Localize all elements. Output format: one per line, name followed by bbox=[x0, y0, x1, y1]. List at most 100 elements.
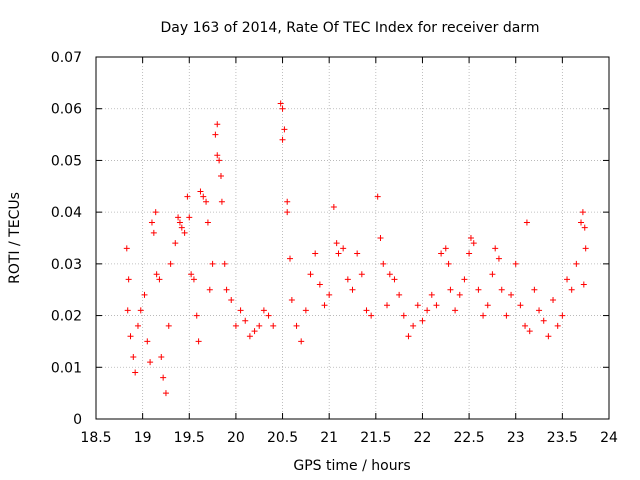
data-point bbox=[550, 297, 557, 304]
data-point bbox=[200, 193, 207, 200]
data-point bbox=[456, 291, 463, 298]
data-point bbox=[147, 359, 154, 366]
data-point bbox=[214, 121, 221, 128]
data-point bbox=[160, 374, 167, 381]
data-point bbox=[368, 312, 375, 319]
x-tick-label: 18.5 bbox=[80, 430, 111, 446]
data-point bbox=[419, 317, 426, 324]
x-tick-label: 24 bbox=[600, 430, 618, 446]
data-point bbox=[400, 312, 407, 319]
data-point bbox=[251, 328, 258, 335]
data-point bbox=[184, 193, 191, 200]
data-point bbox=[461, 276, 468, 283]
data-point bbox=[447, 286, 454, 293]
data-point bbox=[279, 136, 286, 143]
data-point bbox=[330, 203, 337, 210]
tick-layer bbox=[95, 56, 610, 420]
y-tick-label: 0.01 bbox=[51, 360, 82, 376]
data-point bbox=[512, 260, 519, 267]
data-point bbox=[144, 338, 151, 345]
data-point bbox=[190, 276, 197, 283]
data-point bbox=[284, 209, 291, 216]
data-point bbox=[265, 312, 272, 319]
data-point bbox=[424, 307, 431, 314]
data-point bbox=[498, 286, 505, 293]
data-point bbox=[573, 260, 580, 267]
data-point bbox=[333, 240, 340, 247]
data-point bbox=[150, 229, 157, 236]
y-tick-label: 0.03 bbox=[51, 257, 82, 273]
data-point bbox=[554, 322, 561, 329]
data-point bbox=[580, 281, 587, 288]
data-point bbox=[326, 291, 333, 298]
data-point bbox=[137, 307, 144, 314]
data-point bbox=[158, 353, 165, 360]
data-point bbox=[523, 219, 530, 226]
data-point bbox=[175, 214, 182, 221]
data-point bbox=[141, 291, 148, 298]
data-point bbox=[344, 276, 351, 283]
y-tick-label: 0.02 bbox=[51, 309, 82, 325]
data-point bbox=[188, 271, 195, 278]
data-point bbox=[564, 276, 571, 283]
data-point bbox=[279, 105, 286, 112]
data-point bbox=[218, 198, 225, 205]
data-point bbox=[293, 322, 300, 329]
data-point bbox=[124, 307, 131, 314]
data-point bbox=[363, 307, 370, 314]
data-point bbox=[125, 276, 132, 283]
data-point bbox=[354, 250, 361, 257]
data-point bbox=[232, 322, 239, 329]
x-axis-label: GPS time / hours bbox=[293, 458, 410, 474]
data-point bbox=[197, 188, 204, 195]
data-point bbox=[579, 209, 586, 216]
data-point bbox=[204, 219, 211, 226]
y-tick-label: 0.04 bbox=[51, 205, 82, 221]
data-point bbox=[467, 235, 474, 241]
data-point bbox=[193, 312, 200, 319]
chart-title: Day 163 of 2014, Rate Of TEC Index for r… bbox=[161, 20, 540, 36]
data-point bbox=[228, 297, 235, 304]
x-tick-label: 21.5 bbox=[360, 430, 391, 446]
data-point bbox=[178, 224, 185, 231]
data-points bbox=[123, 100, 589, 397]
data-point bbox=[374, 193, 381, 200]
y-tick-label: 0.07 bbox=[51, 50, 82, 66]
data-point bbox=[212, 131, 219, 138]
data-point bbox=[152, 209, 159, 216]
data-point bbox=[438, 250, 445, 257]
data-point bbox=[237, 307, 244, 314]
data-point bbox=[321, 302, 328, 309]
data-point bbox=[270, 322, 277, 329]
data-point bbox=[221, 260, 228, 267]
data-point bbox=[503, 312, 510, 319]
data-point bbox=[316, 281, 323, 288]
data-point bbox=[167, 260, 174, 267]
grid-layer bbox=[96, 57, 609, 419]
data-point bbox=[153, 271, 160, 278]
data-point bbox=[495, 255, 502, 262]
data-point bbox=[522, 322, 529, 329]
data-point bbox=[162, 390, 169, 397]
data-point bbox=[307, 271, 314, 278]
data-point bbox=[489, 271, 496, 278]
data-point bbox=[181, 229, 188, 236]
data-point bbox=[452, 307, 459, 314]
data-point bbox=[517, 302, 524, 309]
data-point bbox=[148, 219, 155, 226]
data-point bbox=[223, 286, 230, 293]
x-tick-label: 22.5 bbox=[454, 430, 485, 446]
data-point bbox=[428, 291, 435, 298]
data-point bbox=[281, 126, 288, 133]
y-tick-label: 0.05 bbox=[51, 153, 82, 169]
data-point bbox=[287, 255, 294, 262]
y-axis-label: ROTI / TECUs bbox=[7, 192, 23, 284]
data-point bbox=[349, 286, 356, 293]
data-point bbox=[526, 328, 533, 335]
data-point bbox=[277, 100, 284, 107]
data-point bbox=[545, 333, 552, 340]
data-point bbox=[508, 291, 515, 298]
data-point bbox=[581, 224, 588, 231]
x-tick-label: 23 bbox=[507, 430, 525, 446]
